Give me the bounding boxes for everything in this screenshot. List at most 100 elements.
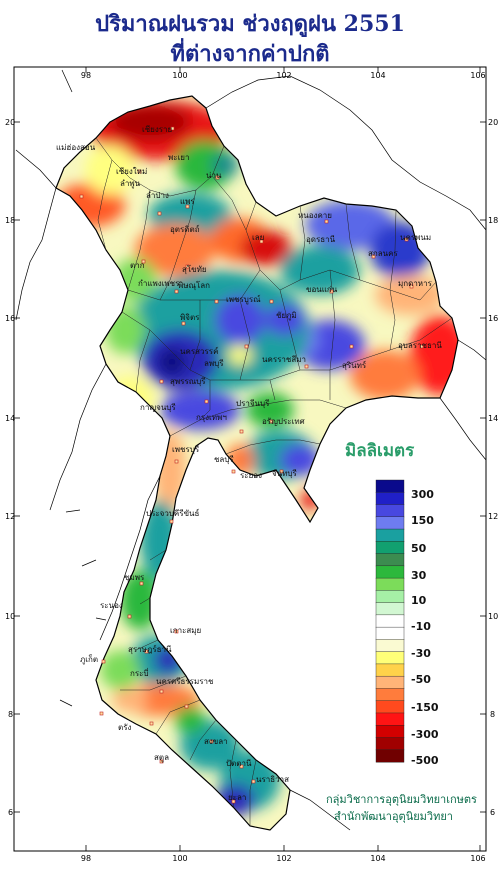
lat-tick-labels-right: 20 18 16 14 12 10 8 6 [488,118,498,817]
province-label: นครราชสีมา [262,355,306,364]
province-label: ลำปาง [146,191,169,200]
legend-swatch [375,565,405,579]
province-label: น่าน [206,171,222,180]
legend-swatch [375,626,405,640]
legend-labels: 300 150 50 30 10 -10 -30 -50 -150 -300 -… [411,488,439,767]
legend-label: -30 [411,647,431,660]
lat-tick-12: 12 [5,512,15,521]
province-label: อุดรธานี [306,235,336,244]
province-label: กำแพงเพชร [138,279,180,288]
province-label: หนองคาย [298,211,332,220]
legend-label: -10 [411,620,431,633]
legend-unit: มิลลิเมตร [345,441,415,461]
lat-tick-20: 20 [5,118,15,127]
lat-tick-8: 8 [8,710,13,719]
province-label: กาญจนบุรี [140,403,176,412]
lon-tick-102: 102 [276,71,291,80]
lon-tick-100: 100 [172,71,187,80]
province-label: ปราจีนบุรี [236,399,270,408]
legend-swatch [375,700,405,714]
province-label: พิษณุโลก [178,280,210,290]
legend-swatch [375,614,405,628]
lat-tick-6-right: 6 [490,808,495,817]
legend-label: 30 [411,569,427,582]
legend-label: 150 [411,514,434,527]
map-title-line1: ปริมาณฝนรวม ช่วงฤดูฝน 2551 [95,11,405,37]
province-label: สุโขทัย [182,264,207,274]
province-label: สงขลา [204,737,228,746]
province-label: พะเยา [168,153,189,162]
province-label: แพร่ [180,197,195,206]
province-label: ระนอง [100,601,123,610]
province-label: ชุมพร [124,573,145,582]
province-label: แม่ฮ่องสอน [56,143,96,152]
province-label: สุราษฎร์ธานี [128,644,172,654]
province-label: อุตรดิตถ์ [170,224,200,234]
legend-label: -300 [411,728,439,741]
credit-line2: สำนักพัฒนาอุตุนิยมวิทยา [334,810,453,823]
legend-label: -500 [411,754,439,767]
legend-swatch [375,590,405,604]
legend-swatch [375,675,405,689]
map-title-line2: ที่ต่างจากค่าปกติ [170,41,330,67]
province-label: ตาก [130,261,145,270]
province-label: พิจิตร [180,313,200,322]
lon-tick-104-bottom: 104 [370,854,385,863]
legend-swatch [375,737,405,751]
province-label: สตูล [154,753,169,763]
legend-swatch [375,651,405,665]
legend-label: 10 [411,594,427,607]
lat-tick-16-right: 16 [488,314,498,323]
province-label: ขอนแก่น [306,285,338,294]
province-label: ประจวบคีรีขันธ์ [146,508,200,518]
lat-tick-8-right: 8 [490,710,495,719]
province-label: สกลนคร [368,249,398,258]
legend-label: -150 [411,701,439,714]
lon-tick-102-bottom: 102 [276,854,291,863]
legend-swatch [375,553,405,567]
lat-tick-18-right: 18 [488,216,498,225]
province-label: นครศรีธรรมราช [156,677,214,686]
thailand-outline [55,95,459,831]
legend-swatch [375,688,405,702]
province-label: เชียงใหม่ [116,167,147,176]
province-label: กระบี่ [130,667,149,678]
lat-tick-10-right: 10 [488,612,498,621]
legend-swatch [375,663,405,677]
legend-swatch [375,504,405,518]
lon-tick-98-bottom: 98 [81,854,91,863]
lon-tick-106-bottom: 106 [470,854,485,863]
legend-swatch [375,639,405,653]
province-label: ตรัง [118,723,131,732]
province-label: ชัยภูมิ [276,311,297,321]
legend-swatch [375,516,405,530]
province-label: ระยอง [240,471,262,480]
legend-label: 300 [411,488,434,501]
province-label: สุรินทร์ [342,360,367,370]
province-label: นครสวรรค์ [180,346,218,356]
legend-label: 50 [411,542,427,555]
lat-tick-14: 14 [5,414,15,423]
station-markers [79,126,424,804]
province-label: นราธิวาส [256,775,289,784]
credit-line1: กลุ่มวิชาการอุตุนิยมวิทยาเกษตร [326,793,477,806]
province-label: จันทบุรี [272,469,298,478]
province-label: ลพบุรี [204,359,224,368]
legend-swatch [375,528,405,542]
legend-swatch [375,602,405,616]
lon-tick-labels-bottom: 98 100 102 104 106 [81,854,486,863]
province-borders [95,137,453,826]
lon-tick-104: 104 [370,71,385,80]
province-label: สุพรรณบุรี [170,377,206,386]
province-label: ภูเก็ต [80,654,98,665]
lon-tick-labels-top: 98 100 102 104 106 [81,71,486,80]
province-label: นครพนม [400,233,431,242]
frame-ticks [14,67,486,851]
lat-tick-10: 10 [5,612,15,621]
lon-tick-100-bottom: 100 [172,854,187,863]
province-label: มุกดาหาร [398,279,433,288]
province-label: อรัญประเทศ [262,417,305,426]
legend-swatch [375,577,405,591]
lat-tick-6: 6 [8,808,13,817]
